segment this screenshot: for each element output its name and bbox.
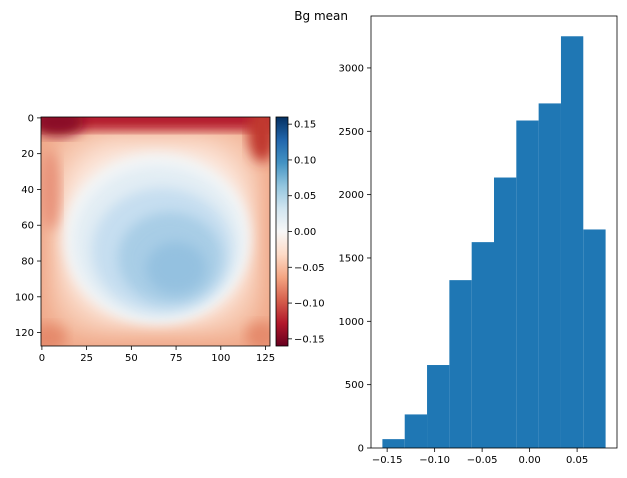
histogram-ytick-label: 0	[358, 444, 364, 455]
colorbar-tick-label: 0.00	[294, 227, 316, 238]
heatmap-xticks: 0 25 50 75 100 125	[39, 346, 275, 364]
heatmap-xtick-label: 50	[125, 353, 138, 364]
heatmap-ytick-label: 40	[21, 185, 34, 196]
colorbar-tick-label: −0.15	[294, 334, 325, 345]
histogram-bar	[494, 177, 517, 448]
histogram-bar	[471, 242, 494, 448]
histogram-ytick-label: 1500	[339, 253, 364, 264]
colorbar: 0.15 0.10 0.05 0.00 −0.05 −0.10 −0.15	[275, 116, 325, 347]
histogram-bar	[449, 280, 472, 448]
histogram-bar	[404, 414, 428, 448]
heatmap-ytick-label: 0	[28, 113, 34, 124]
histogram-ytick-label: 2000	[339, 190, 364, 201]
heatmap-xtick-label: 125	[256, 353, 275, 364]
heatmap-xtick-label: 75	[170, 353, 183, 364]
colorbar-tick-label: 0.15	[294, 120, 316, 131]
colorbar-gradient	[276, 117, 288, 346]
colorbar-tick-label: 0.05	[294, 191, 316, 202]
histogram-xtick-label: −0.15	[372, 455, 403, 466]
heatmap-xtick-label: 100	[211, 353, 230, 364]
histogram-frame	[370, 15, 618, 449]
heatmap-ytick-label: 120	[15, 328, 34, 339]
colorbar-tick-label: 0.10	[294, 155, 316, 166]
histogram-xtick-label: 0.00	[518, 455, 540, 466]
histogram-bar	[516, 120, 539, 449]
heatmap-yticks: 0 20 40 60 80 100 120	[15, 113, 41, 339]
histogram-ytick-label: 1000	[339, 317, 364, 328]
histogram-xtick-label: −0.05	[467, 455, 498, 466]
histogram-bar	[583, 229, 606, 448]
histogram-ytick-label: 500	[345, 380, 364, 391]
heatmap-ytick-label: 20	[21, 149, 34, 160]
colorbar-tick-label: −0.05	[294, 263, 325, 274]
histogram-bar	[382, 439, 405, 448]
histogram-xtick-label: −0.10	[419, 455, 450, 466]
histogram-xticks: −0.15 −0.10 −0.05 0.00 0.05	[372, 448, 588, 466]
heatmap-xtick-label: 0	[39, 353, 45, 364]
heatmap-ytick-label: 60	[21, 221, 34, 232]
histogram-ytick-label: 3000	[339, 63, 364, 74]
histogram-yticks: 0 500 1000 1500 2000 2500 3000	[339, 63, 371, 455]
histogram-panel: Bg mean −0.15 −0.10 −0.05 0.00 0.05 0 500 1000…	[294, 9, 618, 466]
colorbar-ticks: 0.15 0.10 0.05 0.00 −0.05 −0.10 −0.15	[288, 120, 325, 345]
heatmap-xtick-label: 25	[80, 353, 93, 364]
histogram-title: Bg mean	[294, 9, 348, 23]
heatmap-image	[41, 117, 270, 346]
histogram-xtick-label: 0.05	[566, 455, 588, 466]
histogram-bars	[382, 36, 606, 449]
histogram-bar	[427, 365, 450, 448]
colorbar-tick-label: −0.10	[294, 299, 325, 310]
histogram-ytick-label: 2500	[339, 127, 364, 138]
heatmap-ytick-label: 80	[21, 257, 34, 268]
heatmap-ytick-label: 100	[15, 292, 34, 303]
histogram-bar	[560, 36, 584, 448]
histogram-bar	[538, 103, 561, 449]
heatmap-frame	[40, 116, 271, 347]
heatmap-panel: 0 25 50 75 100 125 0 20 40 60 80 100 120	[15, 113, 275, 364]
